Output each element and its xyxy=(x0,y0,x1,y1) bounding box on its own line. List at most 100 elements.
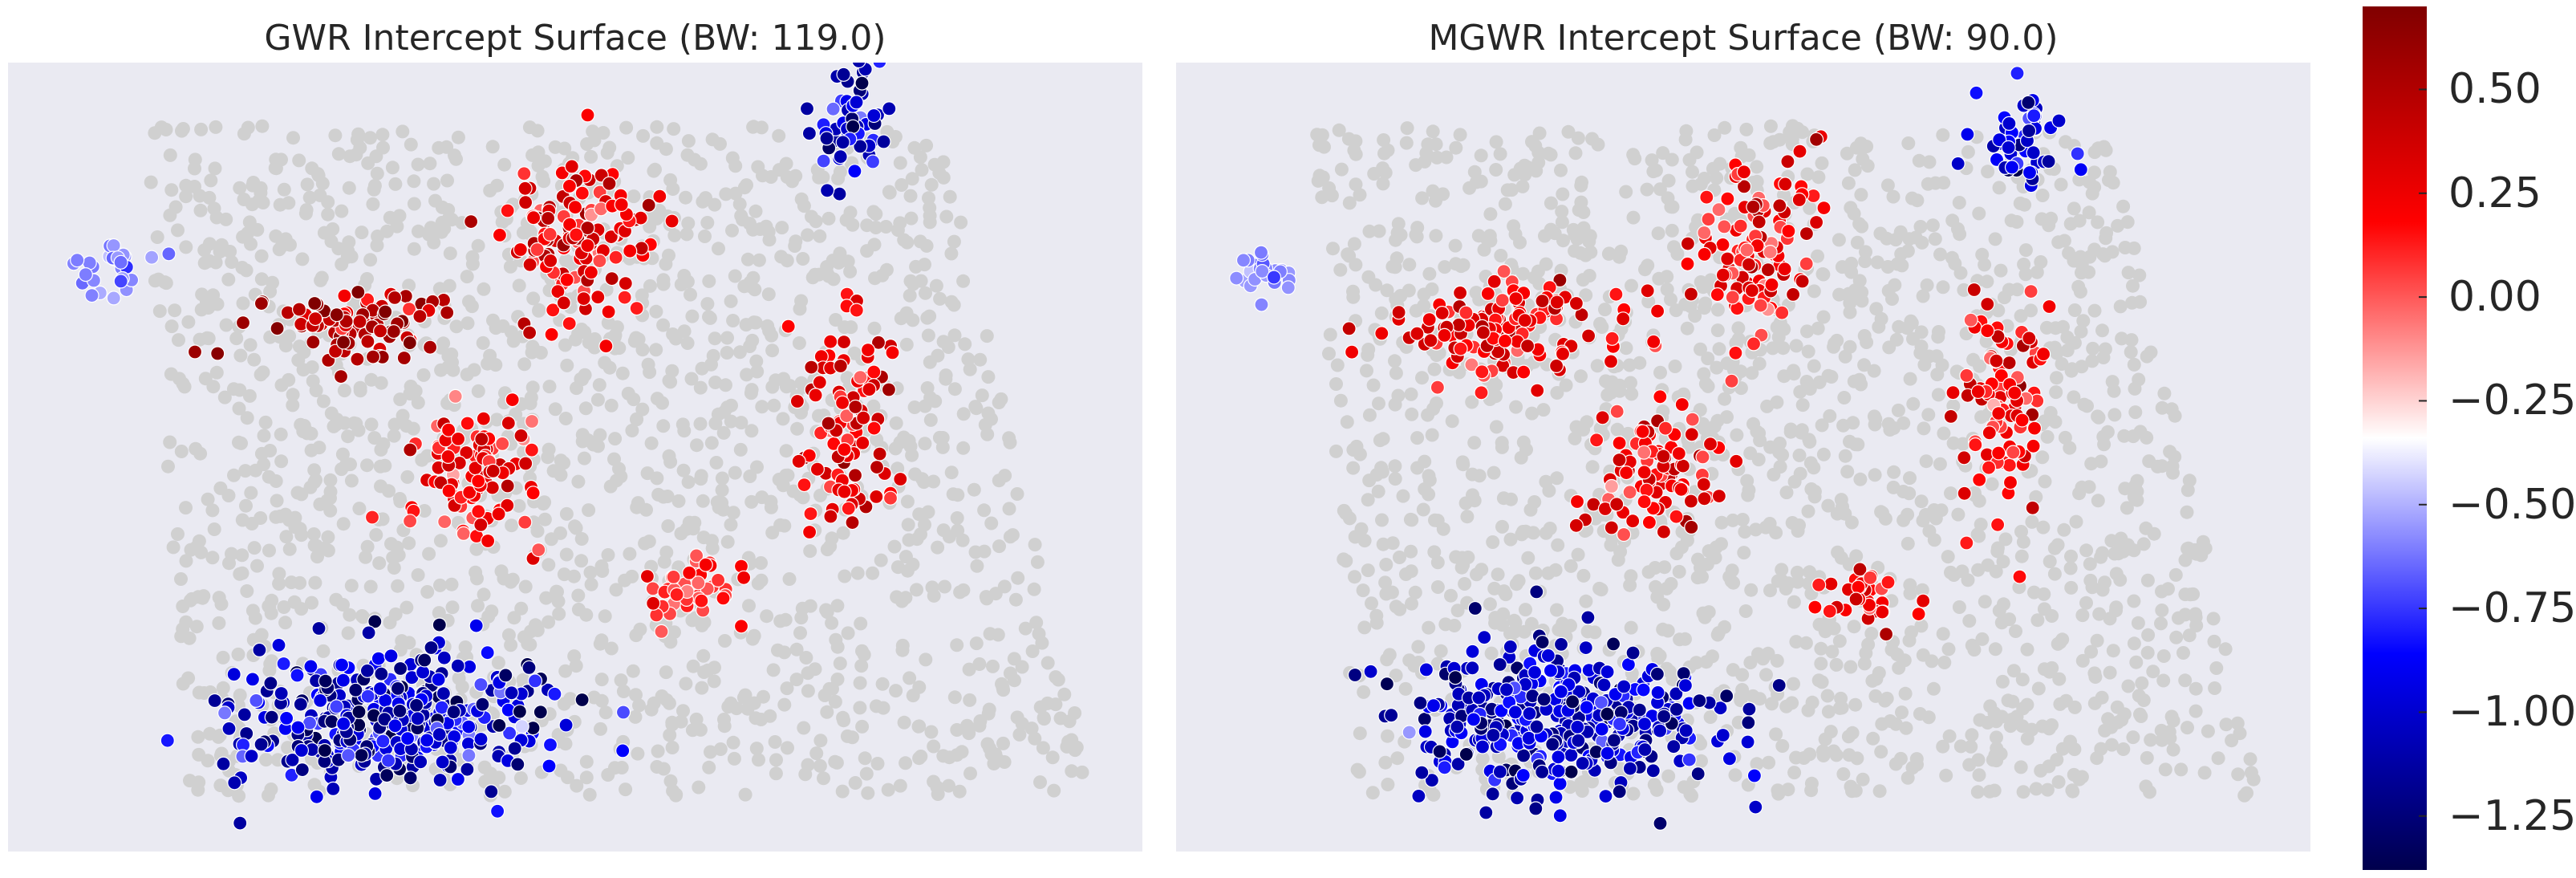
nonsignificant-point xyxy=(696,494,710,508)
nonsignificant-point xyxy=(876,701,890,715)
nonsignificant-point xyxy=(174,572,188,586)
significant-point-red-north xyxy=(1720,191,1735,206)
nonsignificant-point xyxy=(254,272,269,287)
nonsignificant-point xyxy=(1483,207,1498,222)
nonsignificant-point xyxy=(272,567,286,581)
nonsignificant-point xyxy=(1885,292,1899,306)
nonsignificant-point xyxy=(1661,769,1676,783)
nonsignificant-point xyxy=(667,228,682,242)
significant-point-red-center xyxy=(476,411,491,426)
nonsignificant-point xyxy=(1932,325,1945,339)
significant-point-dark-red-west xyxy=(352,314,367,329)
nonsignificant-point xyxy=(897,715,911,730)
significant-point-blue-southwest xyxy=(335,673,351,688)
nonsignificant-point xyxy=(897,233,911,247)
nonsignificant-point xyxy=(696,530,711,545)
nonsignificant-point xyxy=(2010,215,2024,229)
nonsignificant-point xyxy=(2040,429,2055,444)
nonsignificant-point xyxy=(570,381,583,396)
nonsignificant-point xyxy=(1712,342,1726,356)
significant-point-dark-red-west xyxy=(306,335,321,350)
nonsignificant-point xyxy=(755,490,769,505)
nonsignificant-point xyxy=(407,242,421,256)
nonsignificant-point xyxy=(1890,648,1905,661)
nonsignificant-point xyxy=(374,479,387,494)
nonsignificant-point xyxy=(1053,711,1068,726)
nonsignificant-point xyxy=(1409,158,1423,173)
nonsignificant-point xyxy=(471,238,485,253)
nonsignificant-point xyxy=(598,705,613,720)
nonsignificant-point xyxy=(337,384,351,398)
nonsignificant-point xyxy=(2057,522,2071,537)
significant-point-red-west xyxy=(1430,380,1445,395)
nonsignificant-point xyxy=(1848,697,1863,712)
significant-point-red-north xyxy=(513,242,528,258)
nonsignificant-point xyxy=(1411,640,1426,654)
significant-point-red-north xyxy=(590,290,606,305)
nonsignificant-point xyxy=(1855,294,1869,308)
nonsignificant-point xyxy=(1417,299,1431,313)
nonsignificant-point xyxy=(1837,391,1852,404)
nonsignificant-point xyxy=(579,770,594,785)
significant-point-blue-top-right xyxy=(832,186,847,201)
nonsignificant-point xyxy=(574,323,589,336)
nonsignificant-point xyxy=(582,503,596,518)
nonsignificant-point xyxy=(1866,731,1880,746)
nonsignificant-point xyxy=(1445,414,1459,429)
significant-point-blue-southwest xyxy=(367,614,383,629)
nonsignificant-point xyxy=(1393,228,1408,242)
significant-point-red-center xyxy=(500,478,515,494)
significant-point-red-west xyxy=(1552,272,1568,288)
nonsignificant-point xyxy=(644,702,659,717)
nonsignificant-point xyxy=(225,547,238,561)
nonsignificant-point xyxy=(1520,160,1535,174)
significant-point-red-north xyxy=(576,291,591,307)
nonsignificant-point xyxy=(1678,132,1693,147)
nonsignificant-point xyxy=(321,207,335,222)
significant-point-blue-southwest xyxy=(1379,677,1394,692)
nonsignificant-point xyxy=(1944,565,1957,579)
significant-point-red-north xyxy=(614,197,629,213)
nonsignificant-point xyxy=(336,517,351,531)
nonsignificant-point xyxy=(1880,260,1895,274)
significant-point-red-center xyxy=(1697,491,1712,506)
significant-point-red-center xyxy=(440,449,456,464)
nonsignificant-point xyxy=(432,606,446,620)
nonsignificant-point xyxy=(1504,183,1519,197)
nonsignificant-point xyxy=(684,287,697,302)
nonsignificant-point xyxy=(817,771,830,786)
significant-point-red-east xyxy=(849,303,864,318)
nonsignificant-point xyxy=(1698,301,1711,315)
nonsignificant-point xyxy=(716,425,731,440)
nonsignificant-point xyxy=(2131,616,2145,630)
nonsignificant-point xyxy=(1633,356,1647,370)
nonsignificant-point xyxy=(2091,215,2105,230)
nonsignificant-point xyxy=(2128,478,2142,493)
significant-point-red-north xyxy=(641,197,656,213)
nonsignificant-point xyxy=(1686,165,1699,179)
nonsignificant-point xyxy=(798,767,813,782)
nonsignificant-point xyxy=(1430,348,1444,362)
significant-point-dark-red-west xyxy=(386,324,401,339)
nonsignificant-point xyxy=(779,468,793,482)
significant-point-light-blue-left xyxy=(1229,270,1244,286)
significant-point-red-north xyxy=(1746,336,1762,352)
nonsignificant-point xyxy=(984,412,998,426)
nonsignificant-point xyxy=(1978,258,1992,272)
nonsignificant-point xyxy=(486,313,500,327)
significant-point-blue-southwest xyxy=(435,754,450,770)
significant-point-blue-southwest xyxy=(375,734,391,749)
nonsignificant-point xyxy=(846,217,860,232)
nonsignificant-point xyxy=(1844,265,1859,279)
significant-point-dark-red-west xyxy=(333,369,349,384)
nonsignificant-point xyxy=(2095,247,2110,262)
significant-point-dark-red-west xyxy=(351,284,366,300)
nonsignificant-point xyxy=(979,590,993,604)
significant-point-blue-southwest xyxy=(383,648,399,664)
significant-point-blue-southwest xyxy=(450,658,465,673)
nonsignificant-point xyxy=(1385,536,1400,551)
nonsignificant-point xyxy=(704,436,719,450)
nonsignificant-point xyxy=(768,735,782,749)
significant-point-blue-top-right xyxy=(799,101,815,116)
significant-point-red-center xyxy=(1669,509,1684,524)
